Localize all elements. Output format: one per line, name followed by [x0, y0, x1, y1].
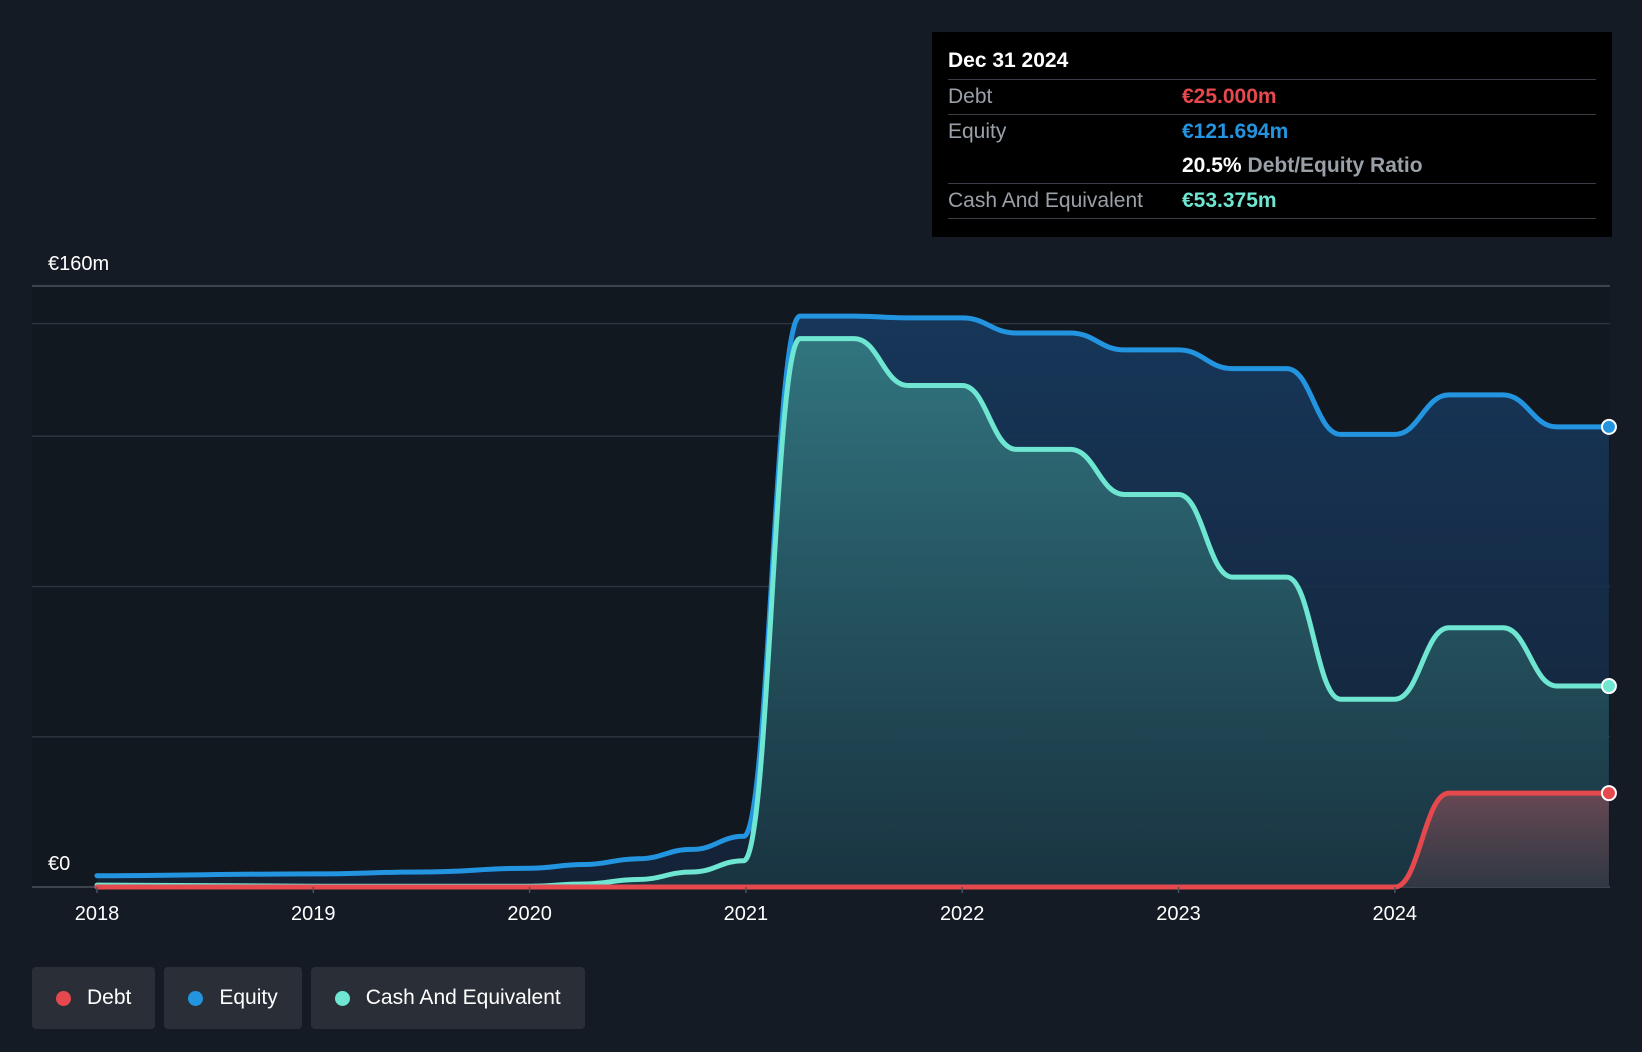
tooltip-equity-value: €121.694m — [1182, 120, 1289, 143]
tooltip-equity-label: Equity — [948, 120, 1007, 143]
legend-dot-debt-icon — [56, 990, 71, 1006]
series-lines — [94, 313, 1612, 890]
y-axis-zero-label: €0 — [48, 853, 70, 875]
x-tick-label: 2023 — [1156, 903, 1201, 925]
x-tick-label: 2020 — [507, 903, 552, 925]
legend-label-equity: Equity — [219, 986, 278, 1009]
tooltip-cash-label: Cash And Equivalent — [948, 189, 1143, 212]
tooltip-debt-value: €25.000m — [1182, 85, 1277, 108]
tooltip-ratio-label: Debt/Equity Ratio — [1247, 154, 1423, 177]
tooltip-cash-row: Cash And Equivalent €53.375m — [948, 184, 1596, 219]
x-tick-label: 2021 — [724, 903, 769, 925]
legend-dot-equity-icon — [188, 990, 204, 1006]
tooltip-cash-value: €53.375m — [1182, 189, 1277, 212]
x-tick-label: 2022 — [940, 903, 985, 925]
x-tick-label: 2018 — [75, 903, 120, 925]
tooltip-date: Dec 31 2024 — [948, 46, 1596, 80]
tooltip-debt-row: Debt €25.000m — [948, 80, 1596, 115]
area-debt — [97, 793, 1609, 887]
end-markers — [1600, 418, 1617, 802]
legend-label-debt: Debt — [87, 986, 132, 1009]
legend-label-cash: Cash And Equivalent — [365, 986, 561, 1009]
tooltip-equity-row: Equity €121.694m — [948, 115, 1596, 149]
end-marker-debt — [1600, 785, 1617, 802]
x-axis-ticks: 2018 2019 2020 2021 2022 2023 2024 — [75, 887, 1417, 925]
legend-item-equity[interactable]: Equity — [164, 967, 302, 1029]
legend-dot-cash-icon — [334, 990, 350, 1006]
legend-item-debt[interactable]: Debt — [32, 967, 156, 1029]
area-cash — [97, 338, 1609, 888]
tooltip-ratio-value: 20.5% — [1182, 154, 1242, 177]
tooltip-ratio-row: 20.5% Debt/Equity Ratio — [948, 149, 1596, 184]
x-tick-label: 2024 — [1373, 903, 1418, 925]
end-marker-cash — [1600, 678, 1617, 695]
chart-legend: Debt Equity Cash And Equivalent — [32, 967, 585, 1029]
legend-item-cash[interactable]: Cash And Equivalent — [310, 967, 585, 1029]
series-areas — [97, 316, 1609, 888]
tooltip-debt-label: Debt — [948, 85, 993, 108]
end-marker-equity — [1600, 418, 1617, 435]
line-debt — [94, 790, 1612, 890]
tooltip-panel: Dec 31 2024 Debt €25.000m Equity €121.69… — [932, 32, 1612, 237]
x-tick-label: 2019 — [291, 903, 336, 925]
line-equity — [94, 313, 1612, 879]
y-axis-top-label: €160m — [48, 253, 109, 275]
